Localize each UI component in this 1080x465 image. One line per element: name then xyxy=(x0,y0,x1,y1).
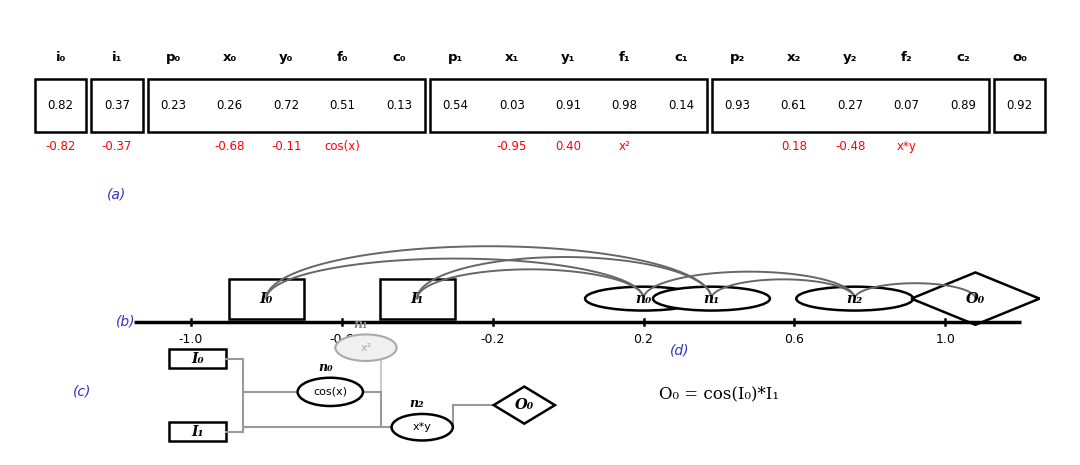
Text: 0.61: 0.61 xyxy=(781,99,807,112)
Text: i₀: i₀ xyxy=(55,51,66,64)
Text: i₁: i₁ xyxy=(111,51,122,64)
Text: -0.95: -0.95 xyxy=(497,140,527,153)
Text: (a): (a) xyxy=(107,187,126,201)
Text: n₂: n₂ xyxy=(847,292,863,306)
Text: x²: x² xyxy=(361,343,372,353)
Circle shape xyxy=(796,287,914,311)
Text: O₀: O₀ xyxy=(515,398,534,412)
Text: n₂: n₂ xyxy=(409,398,424,411)
Text: 0.92: 0.92 xyxy=(1007,99,1032,112)
Text: n₁: n₁ xyxy=(703,292,719,306)
Circle shape xyxy=(585,287,702,311)
Text: 0.03: 0.03 xyxy=(499,99,525,112)
Text: c₁: c₁ xyxy=(674,51,688,64)
Text: f₀: f₀ xyxy=(337,51,349,64)
Bar xyxy=(170,350,226,368)
Text: I₁: I₁ xyxy=(410,292,423,306)
Text: 0.72: 0.72 xyxy=(273,99,299,112)
Text: I₀: I₀ xyxy=(260,292,273,306)
Text: x*y: x*y xyxy=(896,140,917,153)
Polygon shape xyxy=(912,272,1040,325)
Bar xyxy=(35,80,86,132)
Text: n₀: n₀ xyxy=(318,361,333,374)
Text: p₀: p₀ xyxy=(165,51,181,64)
Text: p₂: p₂ xyxy=(730,51,745,64)
Text: -0.68: -0.68 xyxy=(215,140,245,153)
Text: y₁: y₁ xyxy=(561,51,576,64)
Text: -0.6: -0.6 xyxy=(329,333,354,346)
Text: y₀: y₀ xyxy=(279,51,294,64)
Text: 0.07: 0.07 xyxy=(893,99,919,112)
Text: -0.37: -0.37 xyxy=(102,140,132,153)
Text: 0.2: 0.2 xyxy=(634,333,653,346)
Circle shape xyxy=(336,334,396,361)
Text: c₀: c₀ xyxy=(392,51,406,64)
Text: 0.37: 0.37 xyxy=(104,99,130,112)
Text: c₂: c₂ xyxy=(956,51,970,64)
Text: 0.91: 0.91 xyxy=(555,99,581,112)
Text: f₂: f₂ xyxy=(901,51,913,64)
Text: x₂: x₂ xyxy=(786,51,801,64)
Bar xyxy=(430,80,706,132)
Text: 0.14: 0.14 xyxy=(667,99,694,112)
Text: x²: x² xyxy=(619,140,631,153)
Bar xyxy=(379,279,455,319)
Text: -0.2: -0.2 xyxy=(481,333,504,346)
Text: n₁: n₁ xyxy=(353,318,368,331)
Text: p₁: p₁ xyxy=(448,51,463,64)
Text: o₀: o₀ xyxy=(1012,51,1027,64)
Text: -1.0: -1.0 xyxy=(179,333,203,346)
Text: O₀: O₀ xyxy=(966,292,985,306)
Bar xyxy=(229,279,305,319)
Text: y₂: y₂ xyxy=(843,51,858,64)
Text: 0.13: 0.13 xyxy=(386,99,411,112)
Text: x₀: x₀ xyxy=(222,51,237,64)
Text: x₁: x₁ xyxy=(504,51,519,64)
Text: n₀: n₀ xyxy=(635,292,651,306)
Text: 1.0: 1.0 xyxy=(935,333,955,346)
Text: (d): (d) xyxy=(670,343,689,357)
Text: cos(x): cos(x) xyxy=(325,140,361,153)
Text: 0.82: 0.82 xyxy=(48,99,73,112)
Circle shape xyxy=(653,287,770,311)
Polygon shape xyxy=(494,386,555,424)
Text: cos(x): cos(x) xyxy=(313,387,348,397)
Text: (b): (b) xyxy=(116,315,135,329)
Text: 0.6: 0.6 xyxy=(784,333,805,346)
Text: (c): (c) xyxy=(73,385,92,399)
Text: 0.23: 0.23 xyxy=(161,99,187,112)
Text: x*y: x*y xyxy=(413,422,432,432)
Text: f₁: f₁ xyxy=(619,51,631,64)
Text: -0.48: -0.48 xyxy=(835,140,865,153)
Text: -0.82: -0.82 xyxy=(45,140,76,153)
Bar xyxy=(994,80,1045,132)
Bar xyxy=(170,422,226,441)
Text: 0.26: 0.26 xyxy=(217,99,243,112)
Text: 0.27: 0.27 xyxy=(837,99,863,112)
Bar xyxy=(712,80,989,132)
Text: O₀ = cos(I₀)*I₁: O₀ = cos(I₀)*I₁ xyxy=(659,385,779,403)
Text: 0.18: 0.18 xyxy=(781,140,807,153)
Circle shape xyxy=(298,378,363,406)
Text: 0.98: 0.98 xyxy=(611,99,637,112)
Text: I₁: I₁ xyxy=(191,425,204,438)
Text: 0.93: 0.93 xyxy=(725,99,751,112)
Text: -0.11: -0.11 xyxy=(271,140,301,153)
Text: 0.54: 0.54 xyxy=(443,99,469,112)
Text: 0.40: 0.40 xyxy=(555,140,581,153)
Bar xyxy=(91,80,143,132)
Text: 0.51: 0.51 xyxy=(329,99,355,112)
Text: I₀: I₀ xyxy=(191,352,204,366)
Bar xyxy=(148,80,424,132)
Text: 0.89: 0.89 xyxy=(950,99,976,112)
Circle shape xyxy=(392,414,453,440)
